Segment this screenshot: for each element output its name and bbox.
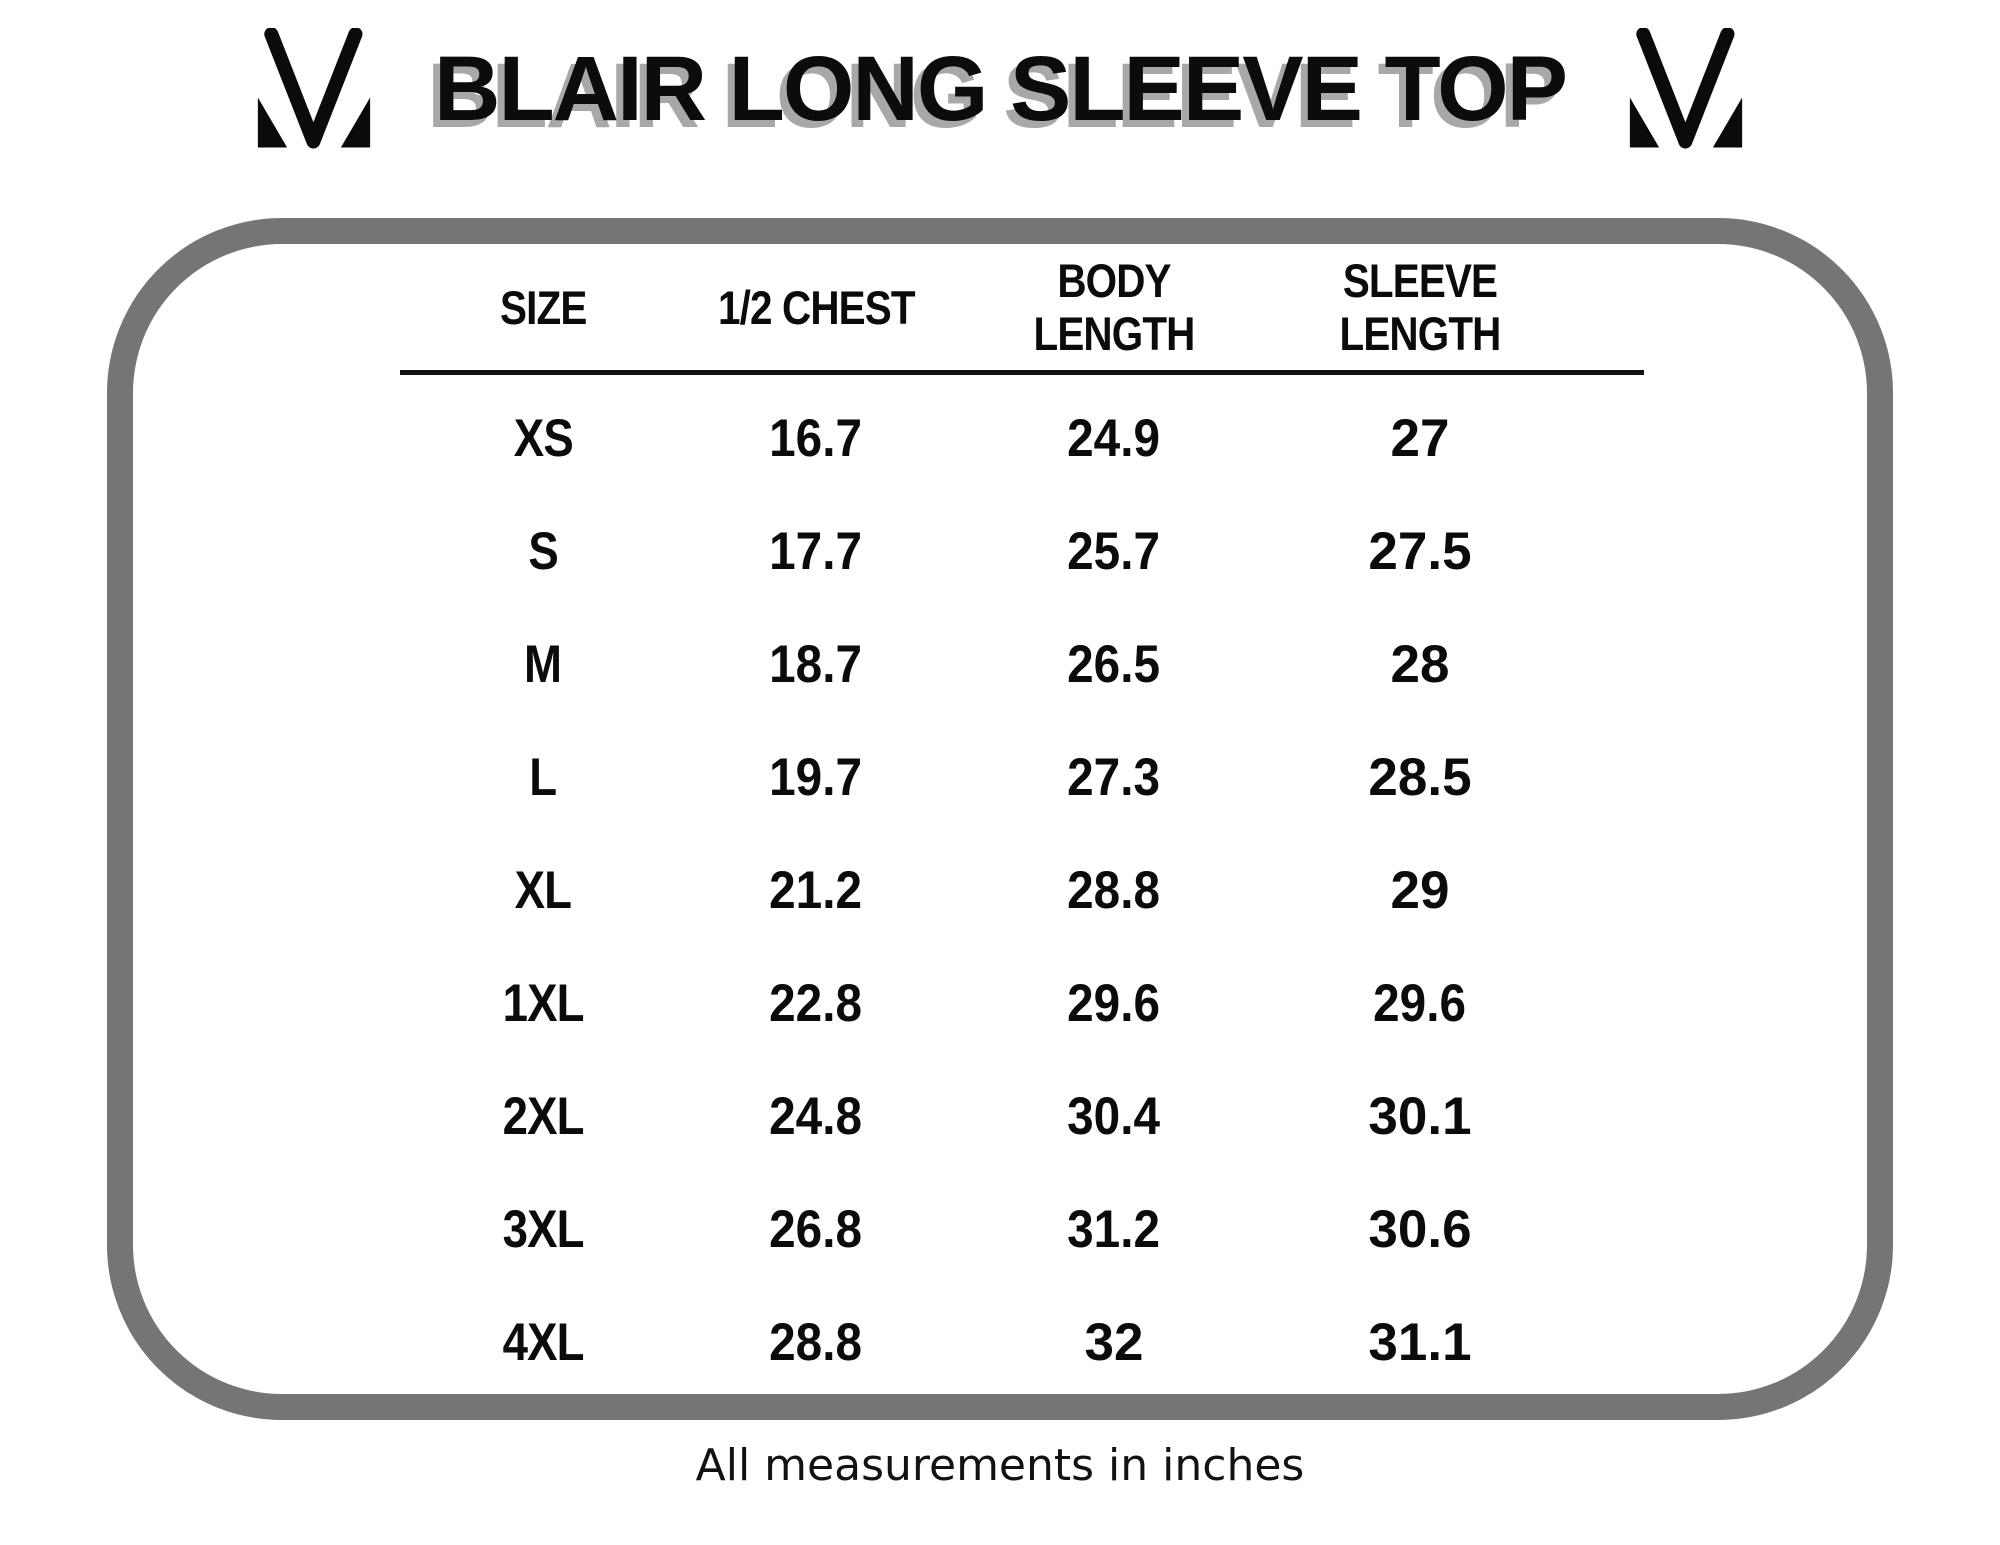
body-length-cell: 31.2 xyxy=(1067,1200,1161,1259)
half-chest-cell: 24.8 xyxy=(769,1087,863,1146)
sleeve-length-cell: 30.1 xyxy=(1368,1087,1472,1146)
half-chest-cell: 26.8 xyxy=(769,1200,863,1259)
sleeve-length-cell: 27.5 xyxy=(1368,522,1472,581)
body-length-cell: 27.3 xyxy=(1067,748,1161,807)
sleeve-length-cell: 29 xyxy=(1390,861,1450,920)
size-chart-body: XS 16.7 24.9 27 S 17.7 25.7 27.5 M 18.7 … xyxy=(398,382,1556,1399)
brand-logo-icon xyxy=(250,28,378,150)
sleeve-length-cell: 31.1 xyxy=(1368,1313,1472,1372)
measurements-note: All measurements in inches xyxy=(695,1440,1305,1491)
body-length-cell: 30.4 xyxy=(1067,1087,1161,1146)
size-cell: XS xyxy=(513,409,573,468)
column-header-body-length: BODY LENGTH xyxy=(1033,254,1195,360)
body-length-cell: 29.6 xyxy=(1067,974,1161,1033)
column-header-half-chest: 1/2 CHEST xyxy=(717,280,916,334)
sleeve-length-cell: 27 xyxy=(1390,409,1450,468)
header-divider xyxy=(400,370,1644,375)
size-chart-panel xyxy=(107,218,1893,1420)
sleeve-length-cell: 28 xyxy=(1390,635,1450,694)
half-chest-cell: 22.8 xyxy=(769,974,863,1033)
table-row: 1XL 22.8 29.6 29.6 xyxy=(398,947,1556,1060)
sleeve-length-cell: 30.6 xyxy=(1368,1200,1472,1259)
half-chest-cell: 21.2 xyxy=(769,861,863,920)
size-cell: 3XL xyxy=(502,1200,584,1259)
table-row: S 17.7 25.7 27.5 xyxy=(398,495,1556,608)
table-row: XL 21.2 28.8 29 xyxy=(398,834,1556,947)
body-length-cell: 24.9 xyxy=(1067,409,1161,468)
sleeve-length-cell: 28.5 xyxy=(1368,748,1472,807)
body-length-cell: 28.8 xyxy=(1067,861,1161,920)
size-chart-header-row: SIZE 1/2 CHEST BODY LENGTH SLEEVE LENGTH xyxy=(398,244,1556,372)
sleeve-length-cell: 29.6 xyxy=(1373,974,1467,1033)
half-chest-cell: 17.7 xyxy=(769,522,863,581)
column-header-sleeve-length: SLEEVE LENGTH xyxy=(1339,254,1501,360)
table-row: M 18.7 26.5 28 xyxy=(398,608,1556,721)
table-row: 3XL 26.8 31.2 30.6 xyxy=(398,1173,1556,1286)
body-length-cell: 26.5 xyxy=(1067,635,1161,694)
body-length-cell: 25.7 xyxy=(1067,522,1161,581)
half-chest-cell: 18.7 xyxy=(769,635,863,694)
half-chest-cell: 19.7 xyxy=(769,748,863,807)
size-cell: M xyxy=(524,635,562,694)
size-cell: 2XL xyxy=(502,1087,584,1146)
size-cell: S xyxy=(528,522,558,581)
size-cell: XL xyxy=(514,861,572,920)
table-row: 2XL 24.8 30.4 30.1 xyxy=(398,1060,1556,1173)
brand-logo-icon xyxy=(1622,28,1750,150)
table-row: L 19.7 27.3 28.5 xyxy=(398,721,1556,834)
body-length-cell: 32 xyxy=(1084,1313,1144,1372)
table-row: 4XL 28.8 32 31.1 xyxy=(398,1286,1556,1399)
half-chest-cell: 28.8 xyxy=(769,1313,863,1372)
size-cell: 4XL xyxy=(502,1313,584,1372)
half-chest-cell: 16.7 xyxy=(769,409,863,468)
table-row: XS 16.7 24.9 27 xyxy=(398,382,1556,495)
column-header-size: SIZE xyxy=(499,280,587,334)
size-cell: 1XL xyxy=(502,974,584,1033)
size-cell: L xyxy=(529,748,558,807)
page-header: BLAIR LONG SLEEVE TOP xyxy=(0,28,2000,150)
page-title: BLAIR LONG SLEEVE TOP xyxy=(434,38,1568,140)
